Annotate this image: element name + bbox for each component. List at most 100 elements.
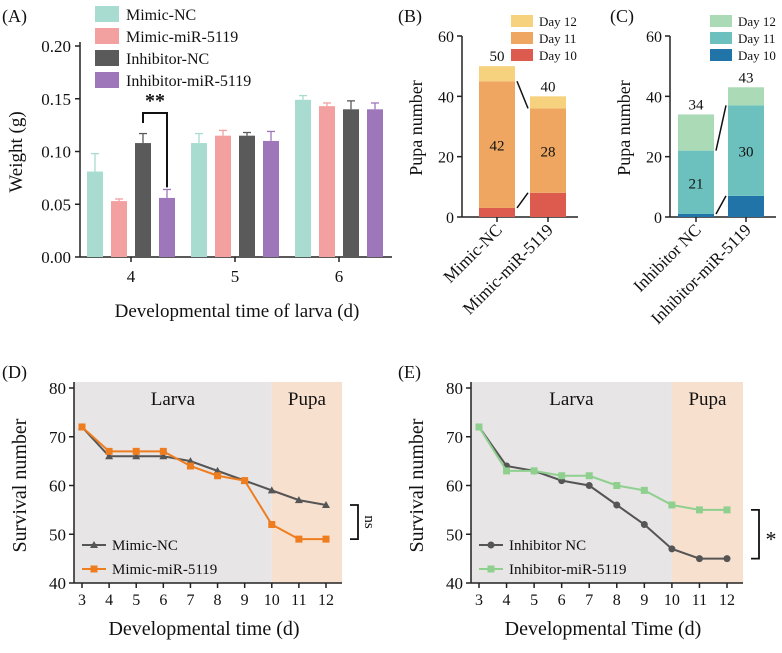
e-data-point bbox=[503, 467, 511, 475]
d-data-point bbox=[105, 452, 114, 460]
d-x-tick-label: 9 bbox=[241, 592, 249, 609]
d-legend-label: Mimic-NC bbox=[112, 538, 178, 554]
e-y-tick-label: 50 bbox=[446, 525, 463, 544]
e-y-tick-label: 80 bbox=[446, 379, 463, 398]
e-legend-label: Inhibitor-miR-5119 bbox=[509, 562, 626, 578]
d-significance-bracket bbox=[350, 504, 359, 541]
d-data-point bbox=[294, 496, 303, 504]
d-significance-label: ns bbox=[361, 515, 377, 529]
b-total-label: 50 bbox=[490, 49, 505, 65]
d-data-point bbox=[322, 501, 330, 508]
d-data-point bbox=[186, 462, 194, 470]
e-data-point bbox=[668, 501, 676, 509]
b-y-axis-label: Pupa number bbox=[406, 80, 426, 175]
a-bar bbox=[239, 135, 255, 257]
e-data-point bbox=[668, 545, 676, 553]
e-data-point bbox=[695, 555, 703, 563]
b-day11-label: 28 bbox=[541, 145, 556, 161]
d-data-point bbox=[132, 452, 141, 460]
e-data-point bbox=[695, 506, 703, 514]
d-series-line bbox=[81, 426, 327, 506]
a-legend-swatch bbox=[95, 6, 119, 22]
a-bar bbox=[215, 135, 231, 257]
c-connector-line bbox=[715, 195, 727, 215]
panel-a-bar-chart: 0.00 0.05 0.10 0.15 0.20 Weight (g) Developmen… bbox=[6, 6, 392, 322]
b-y-tick-label: 60 bbox=[438, 29, 454, 46]
panel-d-line-chart: Larva Pupa 40 50 60 70 80 3 4 5 6 7 8 9 10 11 12 Survival… bbox=[9, 379, 377, 640]
c-bar-segment bbox=[678, 114, 714, 151]
e-pupa-label: Pupa bbox=[688, 389, 727, 410]
b-legend-label: Day 12 bbox=[539, 14, 577, 29]
b-bar-segment bbox=[530, 96, 566, 109]
e-legend-marker bbox=[487, 541, 495, 549]
a-significance-stars: ** bbox=[145, 90, 165, 112]
panel-label-c: (C) bbox=[610, 6, 634, 27]
e-x-tick-label: 9 bbox=[640, 592, 648, 609]
c-bar-segment bbox=[678, 213, 714, 217]
c-connector-line bbox=[715, 105, 727, 151]
e-series-line bbox=[478, 426, 727, 511]
e-data-point bbox=[530, 467, 538, 475]
e-data-point bbox=[613, 501, 621, 509]
e-x-tick-label: 3 bbox=[475, 592, 483, 609]
d-larva-region bbox=[74, 382, 272, 583]
d-x-tick-label: 11 bbox=[291, 592, 306, 609]
d-data-point bbox=[132, 447, 140, 455]
e-data-point bbox=[640, 486, 648, 494]
a-y-axis-label: Weight (g) bbox=[6, 111, 27, 192]
e-x-tick-label: 10 bbox=[664, 592, 680, 609]
e-x-tick-label: 11 bbox=[692, 592, 707, 609]
c-bar-segment bbox=[728, 87, 764, 106]
e-y-tick-label: 60 bbox=[446, 477, 463, 496]
a-legend-label: Mimic-NC bbox=[126, 7, 196, 24]
a-bar bbox=[367, 109, 383, 257]
e-significance-label: * bbox=[766, 526, 777, 551]
a-legend-label: Inhibitor-NC bbox=[126, 51, 209, 68]
e-x-tick-label: 5 bbox=[530, 592, 538, 609]
panel-label-d: (D) bbox=[2, 362, 27, 383]
b-x-tick-label: Mimic-miR-5119 bbox=[459, 220, 557, 318]
panel-label-a: (A) bbox=[2, 6, 27, 27]
a-bar bbox=[87, 171, 103, 257]
panel-label-b: (B) bbox=[398, 6, 422, 27]
b-y-tick-label: 20 bbox=[438, 150, 454, 167]
c-day11-label: 30 bbox=[739, 145, 754, 161]
a-y-tick-label: 0.10 bbox=[41, 143, 71, 162]
a-bar bbox=[295, 99, 311, 258]
d-x-tick-label: 4 bbox=[105, 592, 113, 609]
b-bar-segment bbox=[530, 108, 566, 193]
c-total-label: 34 bbox=[689, 97, 705, 113]
d-y-tick-label: 70 bbox=[49, 428, 66, 447]
e-data-point bbox=[613, 482, 621, 489]
e-data-point bbox=[723, 555, 731, 563]
d-x-tick-label: 8 bbox=[214, 592, 222, 609]
d-data-point bbox=[214, 472, 222, 480]
e-pupa-region bbox=[671, 382, 743, 583]
a-legend-swatch bbox=[95, 50, 119, 66]
b-legend-swatch bbox=[511, 15, 533, 27]
a-significance-bracket bbox=[142, 112, 168, 188]
d-pupa-region bbox=[271, 382, 342, 583]
d-x-axis-label: Developmental time (d) bbox=[108, 618, 299, 640]
d-data-point bbox=[322, 535, 330, 543]
c-bar-segment bbox=[728, 195, 764, 217]
d-x-tick-label: 10 bbox=[264, 592, 280, 609]
a-bar bbox=[191, 143, 207, 257]
d-y-tick-label: 40 bbox=[49, 574, 66, 593]
e-legend-label: Inhibitor NC bbox=[509, 538, 586, 554]
a-bar bbox=[343, 109, 359, 257]
a-x-tick-label: 5 bbox=[231, 267, 240, 286]
b-legend-label: Day 10 bbox=[539, 48, 577, 63]
b-legend-swatch bbox=[511, 32, 533, 44]
a-y-tick-label: 0.20 bbox=[41, 37, 71, 56]
a-bar bbox=[159, 197, 175, 257]
e-larva-label: Larva bbox=[549, 389, 594, 410]
c-total-label: 43 bbox=[739, 70, 754, 86]
e-x-tick-label: 4 bbox=[503, 592, 511, 609]
b-legend-label: Day 11 bbox=[539, 31, 576, 46]
a-x-axis-label: Developmental time of larva (d) bbox=[115, 301, 360, 322]
e-legend-marker bbox=[487, 565, 495, 573]
d-legend-marker bbox=[90, 565, 98, 573]
d-y-tick-label: 50 bbox=[49, 525, 66, 544]
